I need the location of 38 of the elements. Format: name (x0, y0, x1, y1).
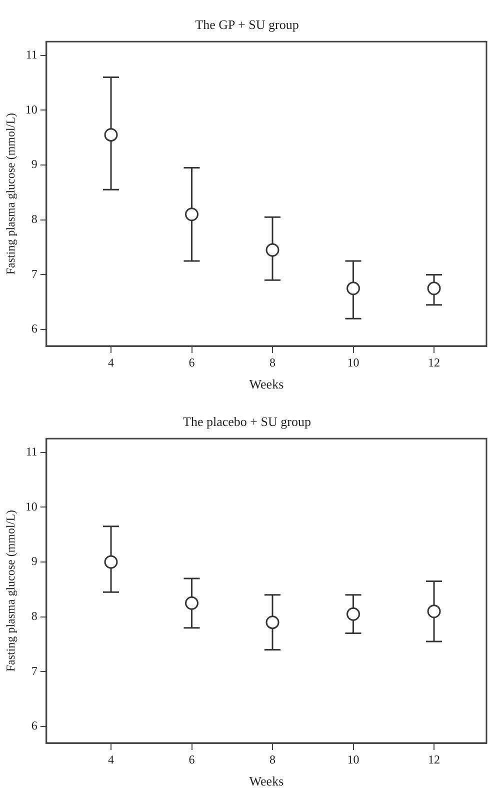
x-tick-label: 4 (108, 752, 114, 766)
y-tick-label: 11 (26, 47, 38, 62)
x-tick-label: 6 (188, 355, 195, 370)
chart-title: The placebo + SU group (183, 414, 311, 430)
x-tick-label: 12 (428, 752, 440, 766)
y-tick-label: 10 (25, 102, 38, 116)
point (104, 555, 118, 569)
x-tick-label: 4 (108, 355, 114, 370)
y-tick-label: 8 (31, 212, 38, 226)
point (104, 128, 118, 142)
point (427, 282, 441, 296)
point (185, 208, 199, 222)
y-axis-title: Fasting plasma glucose (mmol/L) (3, 510, 18, 672)
x-tick-label: 8 (270, 752, 276, 766)
x-axis-title: Weeks (249, 376, 284, 392)
y-tick-label: 6 (31, 322, 38, 336)
x-tick-label: 10 (347, 355, 360, 370)
point (427, 604, 441, 618)
point (266, 616, 280, 630)
y-tick-label: 8 (31, 609, 38, 624)
x-tick-label: 6 (188, 752, 195, 766)
y-tick-label: 10 (25, 499, 38, 514)
point (266, 243, 280, 257)
x-tick-label: 8 (270, 355, 276, 370)
y-axis-title: Fasting plasma glucose (mmol/L) (3, 112, 18, 275)
point (346, 282, 360, 296)
y-tick-label: 6 (31, 718, 38, 733)
x-tick-label: 12 (428, 355, 440, 370)
y-tick-label: 9 (31, 554, 38, 568)
point (185, 596, 199, 610)
y-tick-label: 9 (31, 157, 38, 172)
x-axis-title: Weeks (249, 774, 284, 789)
y-tick-label: 7 (31, 266, 38, 281)
chart-title: The GP + SU group (195, 17, 299, 32)
point (346, 607, 360, 621)
y-tick-label: 11 (26, 444, 38, 458)
x-tick-label: 10 (347, 752, 360, 766)
y-tick-label: 7 (31, 664, 38, 678)
